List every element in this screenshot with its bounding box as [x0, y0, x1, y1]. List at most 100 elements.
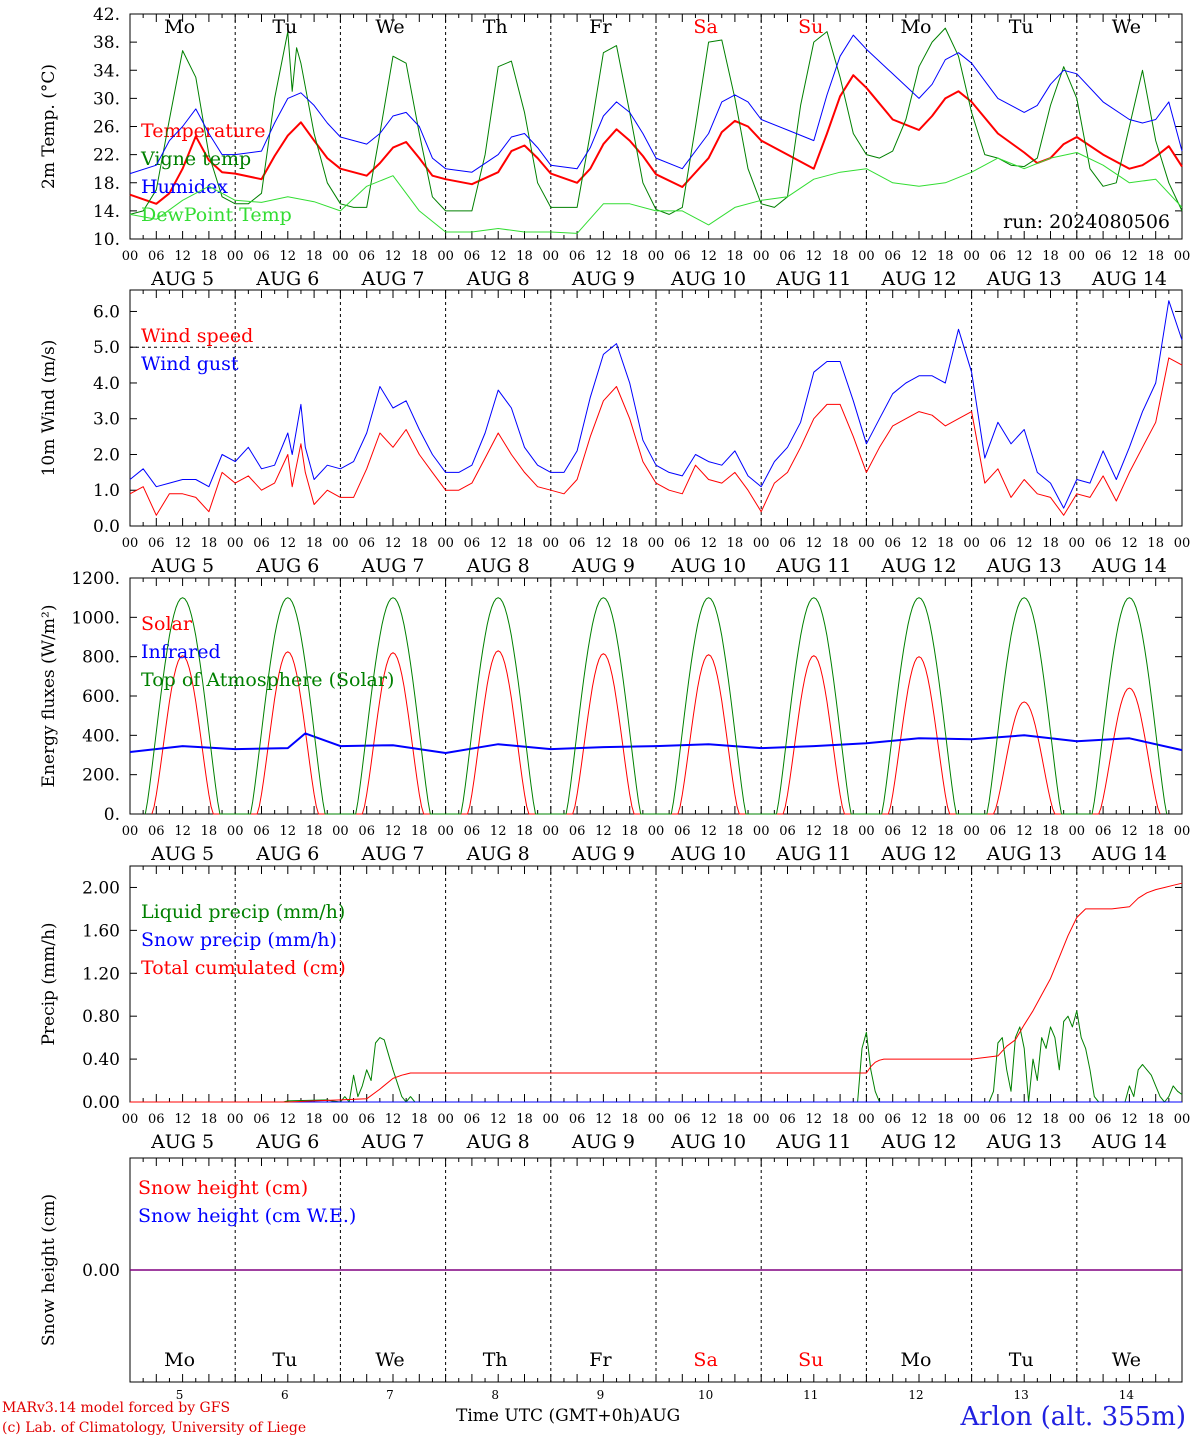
x-hour-label: 00: [122, 824, 139, 839]
x-hour-label: 06: [148, 536, 165, 551]
legend-series-total-cumulated-cm-: Total cumulated (cm): [141, 957, 346, 979]
y-tick-label: 400.: [82, 726, 120, 746]
x-hour-label: 00: [437, 824, 454, 839]
x-hour-label: 12: [806, 1112, 823, 1127]
x-hour-label: 06: [464, 1112, 481, 1127]
day-number-bottom: 11: [803, 1388, 818, 1402]
x-hour-label: 12: [280, 824, 297, 839]
day-name-bottom: Mo: [164, 1349, 195, 1371]
x-hour-label: 12: [700, 536, 717, 551]
x-hour-label: 18: [516, 536, 533, 551]
x-date-label: AUG 6: [255, 268, 319, 290]
day-name-bottom: We: [375, 1349, 404, 1371]
x-hour-label: 18: [201, 249, 218, 264]
x-date-label: AUG 5: [150, 1131, 214, 1153]
x-hour-label: 18: [1147, 824, 1164, 839]
x-hour-label: 12: [1121, 249, 1138, 264]
series-top-of-atmosphere-solar-: [144, 597, 1168, 815]
legend-series-temperature: Temperature: [141, 120, 265, 142]
x-date-label: AUG 12: [880, 1131, 956, 1153]
x-hour-label: 06: [148, 824, 165, 839]
y-tick-label: 1200.: [71, 569, 120, 589]
x-hour-label: 00: [437, 536, 454, 551]
day-number-bottom: 6: [281, 1388, 289, 1402]
x-hour-label: 18: [621, 536, 638, 551]
x-hour-label: 00: [122, 249, 139, 264]
x-hour-label: 06: [253, 1112, 270, 1127]
x-hour-label: 12: [595, 824, 612, 839]
x-hour-label: 06: [569, 1112, 586, 1127]
day-name-top: Fr: [589, 16, 612, 38]
legend-series-humidex: Humidex: [141, 176, 228, 198]
x-hour-label: 06: [674, 249, 691, 264]
x-hour-label: 00: [963, 1112, 980, 1127]
x-hour-label: 06: [148, 1112, 165, 1127]
x-date-label: AUG 6: [255, 843, 319, 865]
x-date-label: AUG 12: [880, 843, 956, 865]
x-hour-label: 06: [779, 249, 796, 264]
x-hour-label: 00: [963, 249, 980, 264]
x-hour-label: 18: [516, 249, 533, 264]
x-hour-label: 12: [385, 1112, 402, 1127]
x-hour-label: 18: [516, 824, 533, 839]
day-name-bottom: Sa: [693, 1349, 717, 1371]
day-name-top: Tu: [272, 16, 297, 38]
x-hour-label: 00: [1069, 824, 1086, 839]
x-hour-label: 00: [753, 249, 770, 264]
x-hour-label: 00: [543, 1112, 560, 1127]
x-hour-label: 18: [1147, 1112, 1164, 1127]
x-hour-label: 18: [832, 249, 849, 264]
day-name-bottom: Mo: [901, 1349, 932, 1371]
x-hour-label: 00: [1174, 249, 1191, 264]
x-date-label: AUG 11: [775, 1131, 851, 1153]
x-hour-label: 06: [464, 249, 481, 264]
x-hour-label: 00: [963, 536, 980, 551]
day-number-bottom: 12: [908, 1388, 923, 1402]
x-hour-label: 12: [700, 249, 717, 264]
series-vigne-temp: [129, 27, 1183, 215]
y-tick-label: 0.0: [93, 517, 120, 537]
day-name-top: We: [1112, 16, 1141, 38]
legend-series-solar: Solar: [141, 613, 193, 635]
x-date-label: AUG 11: [775, 268, 851, 290]
x-hour-label: 00: [648, 1112, 665, 1127]
x-hour-label: 12: [174, 536, 191, 551]
y-axis-title: Snow height (cm): [39, 1194, 59, 1346]
x-hour-label: 06: [569, 824, 586, 839]
x-hour-label: 12: [1016, 824, 1033, 839]
x-hour-label: 12: [1016, 536, 1033, 551]
y-tick-label: 2.00: [82, 878, 120, 898]
x-hour-label: 18: [727, 1112, 744, 1127]
y-tick-label: 1000.: [71, 608, 120, 628]
x-hour-label: 00: [227, 1112, 244, 1127]
x-hour-label: 18: [937, 249, 954, 264]
x-hour-label: 00: [437, 249, 454, 264]
x-date-label: AUG 9: [571, 1131, 635, 1153]
x-hour-label: 06: [990, 536, 1007, 551]
y-tick-label: 0.80: [82, 1007, 120, 1027]
x-hour-label: 12: [174, 1112, 191, 1127]
x-date-label: AUG 12: [880, 555, 956, 577]
x-hour-label: 06: [1095, 536, 1112, 551]
day-name-bottom: We: [1112, 1349, 1141, 1371]
x-hour-label: 12: [490, 1112, 507, 1127]
x-hour-label: 06: [464, 824, 481, 839]
x-hour-label: 00: [1069, 249, 1086, 264]
x-hour-label: 12: [911, 536, 928, 551]
credit-line-1: MARv3.14 model forced by GFS: [2, 1400, 231, 1416]
legend-series-snow-precip-mm-h-: Snow precip (mm/h): [141, 929, 337, 951]
x-hour-label: 06: [884, 536, 901, 551]
day-number-bottom: 14: [1119, 1388, 1135, 1402]
x-hour-label: 06: [569, 249, 586, 264]
x-hour-label: 00: [1069, 536, 1086, 551]
x-hour-label: 18: [937, 824, 954, 839]
series-temperature: [129, 74, 1183, 205]
y-tick-label: 34.: [93, 61, 120, 81]
legend-series-liquid-precip-mm-h-: Liquid precip (mm/h): [141, 901, 345, 923]
x-hour-label: 18: [1147, 249, 1164, 264]
day-number-bottom: 10: [698, 1388, 713, 1402]
y-tick-label: 800.: [82, 648, 120, 668]
legend-series-wind-gust: Wind gust: [141, 353, 239, 375]
x-hour-label: 00: [1174, 1112, 1191, 1127]
x-hour-label: 00: [858, 1112, 875, 1127]
